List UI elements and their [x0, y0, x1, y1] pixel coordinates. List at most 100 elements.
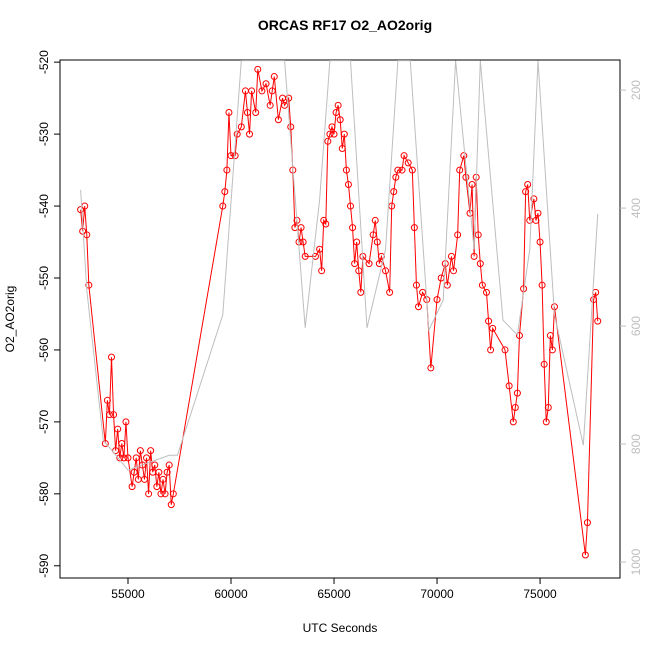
- data-point: [258, 87, 266, 95]
- data-point: [114, 425, 122, 433]
- x-axis-label: UTC Seconds: [303, 621, 378, 635]
- data-point: [287, 123, 295, 131]
- data-point: [544, 403, 552, 411]
- data-point: [509, 418, 517, 426]
- data-point: [151, 461, 159, 469]
- y-tick-label: -560: [37, 338, 51, 362]
- data-point: [246, 130, 254, 138]
- data-point: [392, 173, 400, 181]
- data-point: [157, 490, 165, 498]
- data-point: [326, 130, 334, 138]
- data-point: [237, 123, 245, 131]
- data-point: [536, 238, 544, 246]
- data-point: [530, 195, 538, 203]
- data-point: [548, 346, 556, 354]
- data-point: [344, 180, 352, 188]
- data-point: [351, 260, 359, 268]
- data-point: [231, 152, 239, 160]
- data-point: [454, 231, 462, 239]
- data-point: [169, 490, 177, 498]
- data-point: [270, 73, 278, 81]
- data-point: [108, 353, 116, 361]
- y-tick-label: -580: [37, 481, 51, 505]
- data-point: [299, 238, 307, 246]
- data-point: [404, 159, 412, 167]
- data-point: [159, 475, 167, 483]
- data-point: [353, 238, 361, 246]
- data-point: [505, 382, 513, 390]
- data-point: [243, 109, 251, 117]
- data-point: [330, 130, 338, 138]
- data-point: [124, 454, 132, 462]
- data-point: [524, 180, 532, 188]
- data-point: [320, 216, 328, 224]
- x-tick-label: 65000: [317, 587, 351, 601]
- data-point: [147, 447, 155, 455]
- data-point: [122, 418, 130, 426]
- chart-title: ORCAS RF17 O2_AO2orig: [258, 17, 432, 33]
- data-point: [476, 260, 484, 268]
- data-point: [223, 166, 231, 174]
- data-point: [324, 137, 332, 145]
- data-point: [460, 152, 468, 160]
- y-tick-label: -530: [37, 122, 51, 146]
- plot-area: [77, 60, 602, 559]
- data-point: [594, 317, 602, 325]
- data-point: [394, 166, 402, 174]
- data-point: [163, 468, 171, 476]
- y2-tick-label: 1000: [629, 548, 643, 575]
- y2-tick-label: 800: [629, 434, 643, 454]
- data-point: [489, 324, 497, 332]
- data-point: [371, 216, 379, 224]
- data-point: [485, 317, 493, 325]
- data-point: [419, 288, 427, 296]
- data-point: [297, 224, 305, 232]
- data-point: [85, 281, 93, 289]
- data-point: [338, 144, 346, 152]
- x-tick-label: 70000: [420, 587, 454, 601]
- data-point: [373, 238, 381, 246]
- data-point: [390, 188, 398, 196]
- data-point: [225, 109, 233, 117]
- data-point: [248, 87, 256, 95]
- data-point: [161, 490, 169, 498]
- data-point: [583, 519, 591, 527]
- data-point: [285, 94, 293, 102]
- data-point: [450, 267, 458, 275]
- data-point: [262, 80, 270, 88]
- data-point: [482, 288, 490, 296]
- data-point: [116, 454, 124, 462]
- data-point: [136, 447, 144, 455]
- data-point: [128, 483, 136, 491]
- data-point: [145, 490, 153, 498]
- y-tick-label: -570: [37, 410, 51, 434]
- data-point: [546, 332, 554, 340]
- data-point: [153, 483, 161, 491]
- data-point: [328, 123, 336, 131]
- data-point: [355, 267, 363, 275]
- data-point: [427, 364, 435, 372]
- data-point: [590, 296, 598, 304]
- data-point: [447, 252, 455, 260]
- data-point: [468, 180, 476, 188]
- data-point: [221, 188, 229, 196]
- data-point: [386, 288, 394, 296]
- data-point: [336, 116, 344, 124]
- y-tick-label: -520: [37, 50, 51, 74]
- data-point: [105, 411, 113, 419]
- data-point: [474, 231, 482, 239]
- y2-tick-label: 200: [629, 80, 643, 100]
- data-point: [342, 166, 350, 174]
- data-point: [143, 454, 151, 462]
- data-point: [167, 501, 175, 509]
- data-point: [132, 454, 140, 462]
- data-point: [120, 454, 128, 462]
- data-point: [252, 109, 260, 117]
- data-point: [266, 101, 274, 109]
- data-point: [301, 252, 309, 260]
- data-point: [410, 224, 418, 232]
- data-point: [219, 202, 227, 210]
- data-point: [347, 202, 355, 210]
- data-point: [515, 332, 523, 340]
